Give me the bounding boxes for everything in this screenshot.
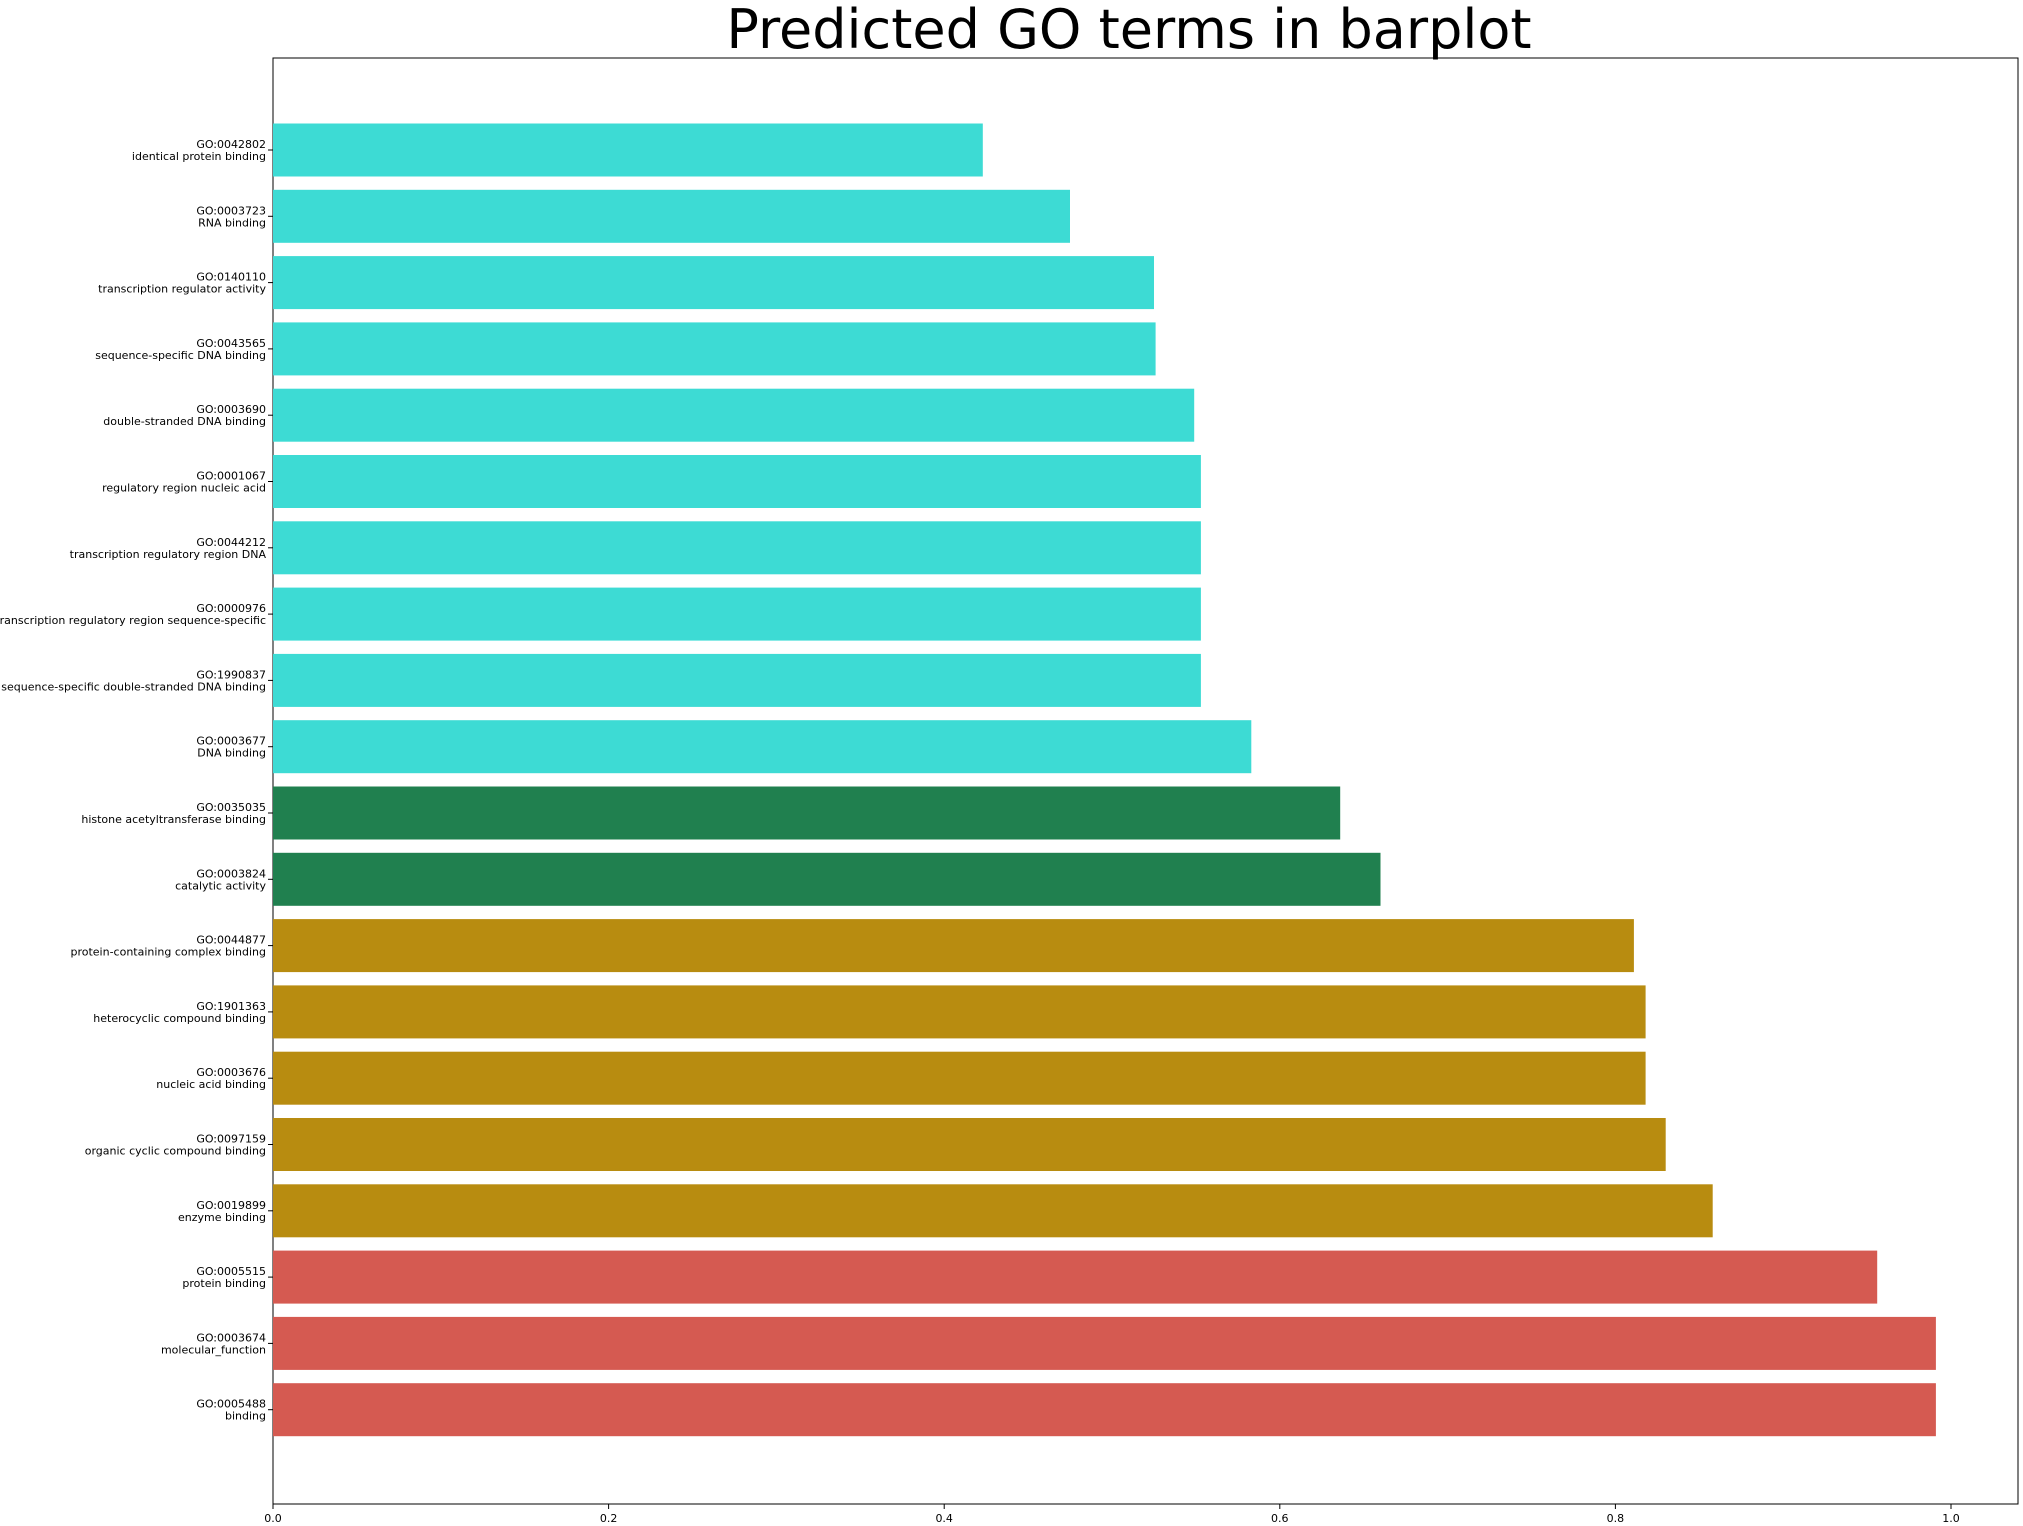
plot-frame [272,57,2019,1505]
bar-19 [273,1383,1936,1437]
bar-1 [273,189,1070,243]
bar-0 [273,123,983,177]
y-label-go-id: GO:0019899 [196,1199,266,1212]
x-tick-label: 0.6 [1271,1512,1289,1525]
y-label-go-id: GO:0097159 [196,1133,266,1146]
y-label-go-id: GO:0003676 [196,1066,266,1079]
y-label-go-id: GO:0044877 [196,934,266,947]
bar-5 [273,455,1201,508]
bar-8 [273,653,1201,707]
y-label-go-name: sequence-specific DNA binding [95,349,266,362]
y-label-go-name: transcription regulatory region sequence… [0,614,266,627]
y-label-go-id: GO:0043565 [196,337,266,350]
y-label-go-id: GO:0003824 [196,867,266,880]
y-label-go-id: GO:0000976 [196,602,266,615]
y-label-go-id: GO:0005515 [196,1265,266,1278]
bar-7 [273,587,1201,641]
x-tick-label: 0.4 [935,1512,953,1525]
y-label-go-id: GO:0001067 [196,470,266,483]
y-label-go-name: nucleic acid binding [156,1078,266,1091]
y-label-go-name: identical protein binding [132,150,266,163]
y-label-go-id: GO:1901363 [196,1000,266,1013]
y-label-go-name: organic cyclic compound binding [85,1145,266,1158]
y-label-go-id: GO:0003690 [196,403,266,416]
bar-2 [273,256,1154,310]
bar-16 [273,1184,1713,1238]
bar-14 [273,1051,1646,1105]
y-label-go-name: double-stranded DNA binding [103,415,266,428]
x-tick-label: 0.8 [1607,1512,1625,1525]
y-label-go-id: GO:0003723 [196,204,266,217]
y-label-go-id: GO:0140110 [196,271,266,284]
bars-group [273,123,1936,1437]
y-label-go-id: GO:0003677 [196,735,266,748]
x-tick-label: 1.0 [1942,1512,1960,1525]
y-label-go-name: molecular_function [161,1343,266,1356]
bar-12 [273,919,1634,973]
bar-4 [273,388,1195,442]
y-label-go-name: transcription regulator activity [98,283,266,296]
y-label-go-name: enzyme binding [178,1211,266,1224]
y-label-go-name: catalytic activity [175,879,266,892]
bar-3 [273,322,1156,376]
y-label-go-name: binding [225,1410,266,1423]
y-label-go-name: transcription regulatory region DNA [70,548,267,561]
y-label-go-name: RNA binding [198,216,266,229]
bar-17 [273,1250,1878,1304]
chart-title: Predicted GO terms in barplot [726,0,1531,61]
x-tick-label: 0.0 [264,1512,282,1525]
bar-10 [273,786,1341,840]
bar-18 [273,1316,1936,1370]
y-label-go-id: GO:0035035 [196,801,266,814]
bar-6 [273,521,1201,575]
y-label-go-id: GO:0044212 [196,536,266,549]
y-label-go-id: GO:0042802 [196,138,266,151]
bar-13 [273,985,1646,1039]
y-label-go-id: GO:0005488 [196,1398,266,1411]
y-label-go-name: histone acetyltransferase binding [81,813,266,826]
x-tick-label: 0.2 [600,1512,618,1525]
y-label-go-name: protein-containing complex binding [70,946,266,959]
bar-9 [273,720,1252,774]
y-label-go-name: regulatory region nucleic acid [102,482,266,495]
x-axis-ticks: 0.0 0.2 0.4 0.6 0.8 1.0 [264,1504,1960,1525]
y-label-go-id: GO:1990837 [196,668,266,681]
bar-15 [273,1118,1666,1171]
y-label-go-id: GO:0003674 [196,1331,266,1344]
y-label-go-name: sequence-specific double-stranded DNA bi… [1,680,266,693]
bar-11 [273,852,1381,906]
y-label-go-name: DNA binding [197,747,266,760]
y-label-go-name: heterocyclic compound binding [93,1012,266,1025]
y-label-go-name: protein binding [182,1277,266,1290]
